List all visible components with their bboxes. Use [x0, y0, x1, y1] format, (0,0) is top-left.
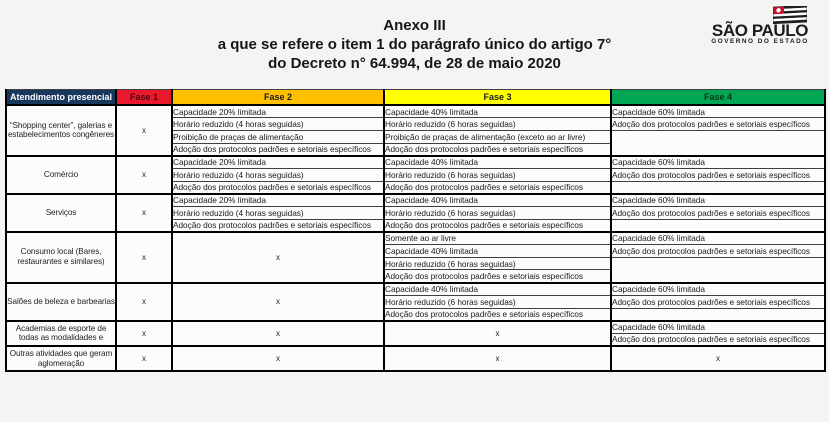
- fase1-mark-cell: x: [115, 319, 173, 348]
- fase4-restriction-cell: Adoção dos protocolos padrões e setoriai…: [610, 332, 826, 348]
- category-cell: Comércio: [5, 154, 117, 195]
- fase4-restriction-cell: Capacidade 60% limitada: [610, 104, 826, 119]
- fase4-restriction-cell: Adoção dos protocolos padrões e setoriai…: [610, 117, 826, 131]
- category-cell: “Shopping center”, galerias e estabeleci…: [5, 104, 117, 157]
- fase3-restriction-cell: Somente ao ar livre: [383, 230, 612, 246]
- column-header-fase-1: Fase 1: [115, 89, 173, 106]
- table-row: “Shopping center”, galerias e estabeleci…: [5, 104, 826, 157]
- fase3-restriction-cell: Capacidade 40% limitada: [383, 154, 612, 169]
- fase4-mark-cell: x: [610, 345, 826, 373]
- fase2-mark-cell: x: [171, 230, 385, 284]
- table-row: Adoção dos protocolos padrões e setoriai…: [6, 218, 826, 233]
- fase3-restriction-cell: Adoção dos protocolos padrões e setoriai…: [383, 218, 612, 233]
- fase3-restriction-cell: Adoção dos protocolos padrões e setoriai…: [383, 269, 612, 284]
- table-row: Serviços x Capacidade 20% limitada Capacida…: [5, 192, 826, 233]
- logo-subtitle: GOVERNO DO ESTADO: [711, 38, 809, 45]
- fase3-restriction-cell: Horário reduzido (6 horas seguidas): [383, 117, 612, 131]
- fase2-restriction-cell: Horário reduzido (4 horas seguidas): [171, 167, 385, 182]
- category-cell: Outras atividades que geram aglomeração: [5, 345, 117, 373]
- table-row: Comércio x Capacidade 20% limitada Capacida…: [5, 154, 826, 195]
- fase2-restriction-cell: Adoção dos protocolos padrões e setoriai…: [171, 142, 385, 157]
- table-row: Academias de esporte de todas as modalid…: [5, 319, 826, 348]
- fase4-restriction-cell: Capacidade 60% limitada: [610, 192, 826, 207]
- fase2-restriction-cell: Adoção dos protocolos padrões e setoriai…: [171, 180, 385, 195]
- fase3-restriction-cell: Adoção dos protocolos padrões e setoriai…: [383, 142, 612, 157]
- fase4-restriction-cell: Adoção dos protocolos padrões e setoriai…: [610, 244, 826, 258]
- fase1-mark-cell: x: [115, 154, 173, 195]
- column-header-fase-2: Fase 2: [171, 89, 385, 106]
- title-line-3: do Decreto n° 64.994, de 28 de maio 2020: [268, 55, 561, 72]
- fase3-restriction-cell: Adoção dos protocolos padrões e setoriai…: [383, 180, 612, 195]
- fase3-restriction-cell: Capacidade 40% limitada: [383, 244, 612, 258]
- fase4-empty-cell: [610, 307, 826, 322]
- fase3-restriction-cell: Proibição de praças de alimentação (exce…: [383, 129, 612, 144]
- fase4-empty-cell: [610, 256, 826, 284]
- fase2-mark-cell: x: [171, 319, 385, 348]
- table-row: Consumo local (Bares, restaurantes e sim…: [5, 230, 826, 284]
- fase2-restriction-cell: Capacidade 20% limitada: [171, 104, 385, 119]
- category-cell: Academias de esporte de todas as modalid…: [5, 319, 117, 348]
- fase2-restriction-cell: Proibição de praças de alimentação: [171, 129, 385, 144]
- fase4-restriction-cell: Adoção dos protocolos padrões e setoriai…: [610, 167, 826, 182]
- category-cell: Salões de beleza e barbearias: [5, 281, 117, 322]
- fase4-restriction-cell: Capacidade 60% limitada: [610, 319, 826, 334]
- fase3-restriction-cell: Horário reduzido (6 horas seguidas): [383, 294, 612, 309]
- fase1-mark-cell: x: [115, 230, 173, 284]
- fase3-restriction-cell: Adoção dos protocolos padrões e setoriai…: [383, 307, 612, 322]
- table-row: Horário reduzido (4 horas seguidas) Horár…: [6, 206, 826, 220]
- fase4-restriction-cell: Capacidade 60% limitada: [610, 230, 826, 246]
- fase3-restriction-cell: Horário reduzido (6 horas seguidas): [383, 167, 612, 182]
- fase3-restriction-cell: Capacidade 40% limitada: [383, 281, 612, 296]
- fase2-mark-cell: x: [171, 281, 385, 322]
- fase1-mark-cell: x: [115, 281, 173, 322]
- fase2-restriction-cell: Horário reduzido (4 horas seguidas): [171, 206, 385, 220]
- document-title: Anexo III a que se refere o item 1 do pa…: [0, 16, 829, 73]
- column-header-fase-4: Fase 4: [610, 89, 826, 106]
- column-header-atendimento-presencial: Atendimento presencial: [5, 89, 117, 106]
- fase2-mark-cell: x: [171, 345, 385, 373]
- table-row: Horário reduzido (6 horas seguidas) Adoçã…: [6, 294, 826, 309]
- fase2-restriction-cell: Horário reduzido (4 horas seguidas): [171, 117, 385, 131]
- fase4-empty-cell: [610, 129, 826, 157]
- logo-name: SÃO PAULO: [711, 21, 809, 40]
- table-row: Salões de beleza e barbearias x x Capacidad…: [5, 281, 826, 322]
- table-row: Outras atividades que geram aglomeração x…: [5, 345, 826, 373]
- fase1-mark-cell: x: [115, 192, 173, 233]
- phases-table: Atendimento presencial Fase 1 Fase 2 Fase 3…: [5, 89, 826, 373]
- title-line-2: a que se refere o item 1 do parágrafo ún…: [217, 36, 612, 53]
- fase4-empty-cell: [610, 218, 826, 233]
- fase4-restriction-cell: Capacidade 60% limitada: [610, 154, 826, 169]
- fase1-mark-cell: x: [115, 104, 173, 157]
- sao-paulo-flag-icon: [773, 6, 807, 25]
- fase3-restriction-cell: Capacidade 40% limitada: [383, 192, 612, 207]
- fase2-restriction-cell: Adoção dos protocolos padrões e setoriai…: [171, 218, 385, 233]
- category-cell: Serviços: [5, 192, 117, 233]
- fase3-restriction-cell: Capacidade 40% limitada: [383, 104, 612, 119]
- fase4-restriction-cell: Capacidade 60% limitada: [610, 281, 826, 296]
- title-line-1: Anexo III: [383, 17, 446, 34]
- table-row: Horário reduzido (4 horas seguidas) Horár…: [6, 167, 826, 182]
- fase3-restriction-cell: Horário reduzido (6 horas seguidas): [383, 256, 612, 271]
- fase3-mark-cell: x: [383, 319, 612, 348]
- fase2-restriction-cell: Capacidade 20% limitada: [171, 154, 385, 169]
- fase4-restriction-cell: Adoção dos protocolos padrões e setoriai…: [610, 206, 826, 220]
- fase2-restriction-cell: Capacidade 20% limitada: [171, 192, 385, 207]
- table-row: Horário reduzido (4 horas seguidas) Horár…: [6, 117, 826, 131]
- sao-paulo-logo: SÃO PAULO GOVERNO DO ESTADO: [699, 6, 821, 46]
- column-header-fase-3: Fase 3: [383, 89, 612, 106]
- fase4-restriction-cell: Adoção dos protocolos padrões e setoriai…: [610, 294, 826, 309]
- fase3-mark-cell: x: [383, 345, 612, 373]
- fase4-empty-cell: [610, 180, 826, 195]
- category-cell: Consumo local (Bares, restaurantes e sim…: [5, 230, 117, 284]
- table-row: Horário reduzido (6 horas seguidas): [6, 256, 826, 284]
- fase3-restriction-cell: Horário reduzido (6 horas seguidas): [383, 206, 612, 220]
- fase1-mark-cell: x: [115, 345, 173, 373]
